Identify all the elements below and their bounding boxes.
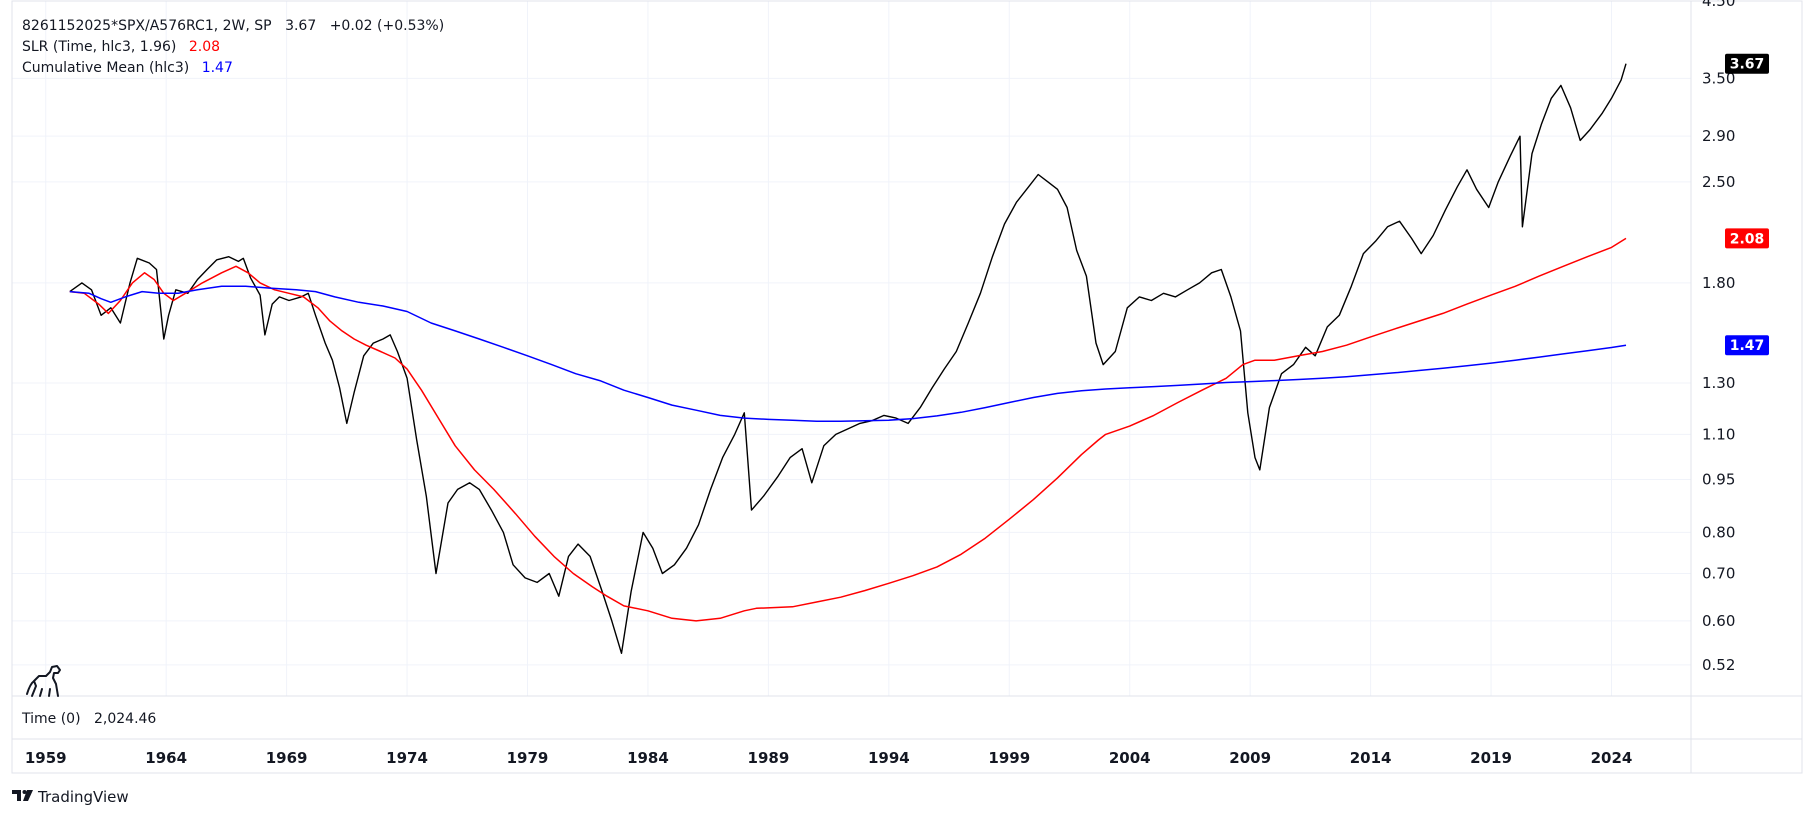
tradingview-logo-icon [12,790,33,801]
legend-slr-value: 2.08 [189,39,220,55]
price-axis[interactable]: 4.50 3.50 2.90 2.50 1.80 1.30 1.10 0.95 0.80 0.70… [1702,0,1735,674]
series-layer [69,63,1627,654]
x-tick-label: 1994 [868,749,910,767]
y-tick-label: 2.90 [1702,127,1735,145]
y-tick-label: 0.60 [1702,612,1735,630]
y-tick-label: 1.30 [1702,374,1735,392]
legend-mean-value: 1.47 [202,60,233,76]
svg-text:8261152025*SPX/A576RC1, 2W, SP[interactable]: 8261152025*SPX/A576RC1, 2W, SP 3.67 +0.0… [22,18,444,34]
svg-text:Time (0) 2,024.46: Time (0) 2,024.46 [21,711,156,727]
x-tick-label: 1959 [25,749,67,767]
legend-mean-label[interactable]: Cumulative Mean (hlc3) [22,60,189,76]
mean-badge-label: 1.47 [1730,338,1765,354]
last-price-badge-label: 3.67 [1730,57,1765,73]
y-tick-label: 3.50 [1702,69,1735,87]
dinosaur-icon[interactable] [26,665,61,697]
y-tick-label: 0.70 [1702,564,1735,582]
y-tick-label: 0.95 [1702,471,1735,489]
x-tick-label: 1964 [145,749,187,767]
mean-badge: 1.47 [1725,335,1769,356]
x-tick-label: 1979 [507,749,549,767]
tradingview-logo[interactable]: TradingView [12,788,129,806]
x-tick-label: 2004 [1109,749,1151,767]
x-tick-label: 2014 [1350,749,1392,767]
legend-change: +0.02 (+0.53%) [330,18,444,34]
y-tick-label: 4.50 [1702,0,1735,10]
legend-symbol[interactable]: 8261152025*SPX/A576RC1, 2W, SP [22,18,272,34]
x-tick-label: 2024 [1591,749,1633,767]
tradingview-wordmark: TradingView [37,788,129,806]
x-tick-label: 2009 [1229,749,1271,767]
y-tick-label: 1.10 [1702,425,1735,443]
x-tick-label: 2019 [1470,749,1512,767]
price-series-line[interactable] [69,63,1627,654]
y-tick-label: 0.80 [1702,523,1735,541]
main-pane[interactable] [69,63,1627,654]
grid-layer [12,0,1691,696]
slr-series-line[interactable] [69,237,1627,622]
lower-pane-value: 2,024.46 [94,711,156,727]
cumulative-mean-series-line[interactable] [69,285,1627,423]
y-tick-label: 0.52 [1702,656,1735,674]
y-tick-label: 1.80 [1702,274,1735,292]
legend: 8261152025*SPX/A576RC1, 2W, SP 3.67 +0.0… [22,18,444,76]
x-tick-label: 1974 [386,749,428,767]
chart-frame [11,0,1803,774]
x-tick-label: 1989 [748,749,790,767]
legend-slr-label[interactable]: SLR (Time, hlc3, 1.96) [22,39,176,55]
slr-badge-label: 2.08 [1730,231,1765,247]
legend-last-value: 3.67 [285,18,316,34]
slr-badge: 2.08 [1725,228,1769,249]
last-price-badge: 3.67 [1725,53,1769,74]
y-tick-label: 2.50 [1702,173,1735,191]
x-tick-label: 1969 [266,749,308,767]
x-tick-label: 1984 [627,749,669,767]
svg-text:SLR (Time, hlc3, 1.96) 2[interactable]: SLR (Time, hlc3, 1.96) 2.08 [22,39,220,55]
lower-pane-label[interactable]: Time (0) [21,711,81,727]
svg-text:Cumulative Mean (hlc3) 1[interactable]: Cumulative Mean (hlc3) 1.47 [22,60,233,76]
x-tick-label: 1999 [988,749,1030,767]
time-axis[interactable]: 1959 1964 1969 1974 1979 1984 1989 1994 1999 2004… [25,749,1633,767]
